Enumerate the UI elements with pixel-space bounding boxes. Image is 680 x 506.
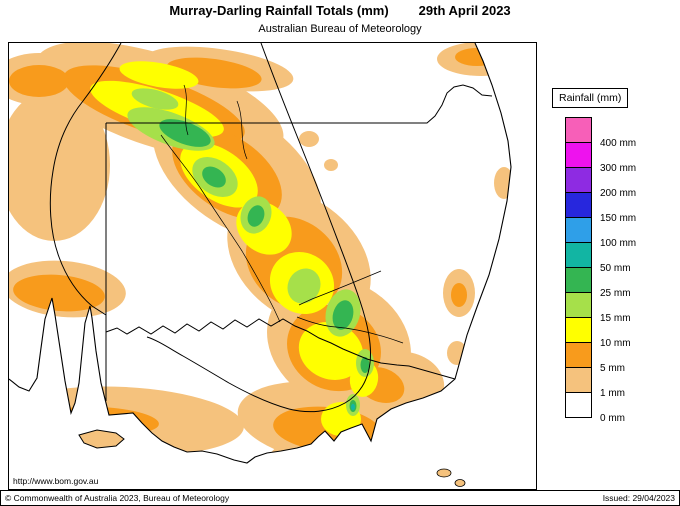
legend-item: 200 mm — [565, 167, 678, 199]
legend-title: Rainfall (mm) — [552, 88, 629, 108]
river-darling — [160, 134, 281, 323]
legend-item-label: 1 mm — [600, 388, 625, 399]
legend-scale: 400 mm 300 mm 200 mm 150 mm 100 mm 50 mm 25 mm… — [565, 117, 678, 424]
legend-item: 100 mm — [565, 217, 678, 249]
map-date: 29th April 2023 — [418, 3, 511, 18]
legend-item: 10 mm — [565, 317, 678, 349]
legend-swatch — [565, 292, 592, 318]
copyright-text: © Commonwealth of Australia 2023, Bureau… — [5, 493, 230, 503]
legend-swatch — [565, 342, 592, 368]
river-lachlan — [298, 270, 382, 306]
legend-swatch — [565, 392, 592, 418]
basin-boundary-west — [49, 43, 122, 316]
legend-swatch — [565, 317, 592, 343]
page-subtitle: Australian Bureau of Meteorology — [258, 23, 422, 35]
legend-item-label: 150 mm — [600, 213, 637, 224]
map-title: Murray-Darling Rainfall Totals (mm) — [169, 3, 389, 18]
river-bogan — [183, 84, 189, 136]
legend-item-label: 50 mm — [600, 263, 631, 274]
coastline — [9, 43, 512, 464]
bom-url-label: http://www.bom.gov.au — [13, 476, 99, 486]
page-title: Murray-Darling Rainfall Totals (mm) 29th … — [0, 3, 680, 18]
state-border-qld-nsw — [106, 84, 493, 124]
legend-swatch — [565, 167, 592, 193]
rainfall-shading — [9, 43, 511, 463]
legend-item: 5 mm — [565, 342, 678, 374]
legend-swatch — [565, 192, 592, 218]
legend-item-label: 300 mm — [600, 163, 637, 174]
legend-item-label: 200 mm — [600, 188, 637, 199]
legend-item-label: 10 mm — [600, 338, 631, 349]
kangaroo-island — [78, 429, 125, 449]
legend-item-label: 15 mm — [600, 313, 631, 324]
rain-band-25mm — [159, 119, 370, 445]
legend-item: 300 mm — [565, 142, 678, 174]
river-murrumbidgee — [296, 316, 404, 344]
state-border-nsw-vic — [105, 318, 456, 380]
legend-item: 150 mm — [565, 192, 678, 224]
legend-swatch — [565, 217, 592, 243]
legend-item: 0 mm — [565, 392, 678, 424]
legend-item: 25 mm — [565, 267, 678, 299]
basin-boundary-east — [146, 43, 371, 413]
legend-swatch — [565, 117, 592, 143]
legend-item-label: 0 mm — [600, 413, 625, 424]
legend-item: 15 mm — [565, 292, 678, 324]
legend-swatch — [565, 367, 592, 393]
legend: Rainfall (mm) 400 mm 300 mm 200 mm 150 mm 10… — [552, 88, 678, 424]
legend-item-label: 400 mm — [600, 138, 637, 149]
legend-item-label: 25 mm — [600, 288, 631, 299]
footer-bar: © Commonwealth of Australia 2023, Bureau… — [0, 490, 680, 506]
rain-band-50mm — [351, 403, 355, 411]
legend-item: 50 mm — [565, 242, 678, 274]
bass-strait-island — [436, 468, 452, 478]
bass-strait-island — [454, 479, 466, 487]
legend-item-label: 100 mm — [600, 238, 637, 249]
issued-text: Issued: 29/04/2023 — [602, 493, 675, 503]
map-canvas: http://www.bom.gov.au — [8, 42, 537, 490]
legend-swatch — [565, 267, 592, 293]
legend-swatch — [565, 142, 592, 168]
legend-item: 400 mm — [565, 117, 678, 149]
legend-swatch — [565, 242, 592, 268]
legend-item: 1 mm — [565, 367, 678, 399]
legend-item-label: 5 mm — [600, 363, 625, 374]
river-macquarie — [236, 100, 248, 160]
map-svg — [9, 43, 512, 487]
